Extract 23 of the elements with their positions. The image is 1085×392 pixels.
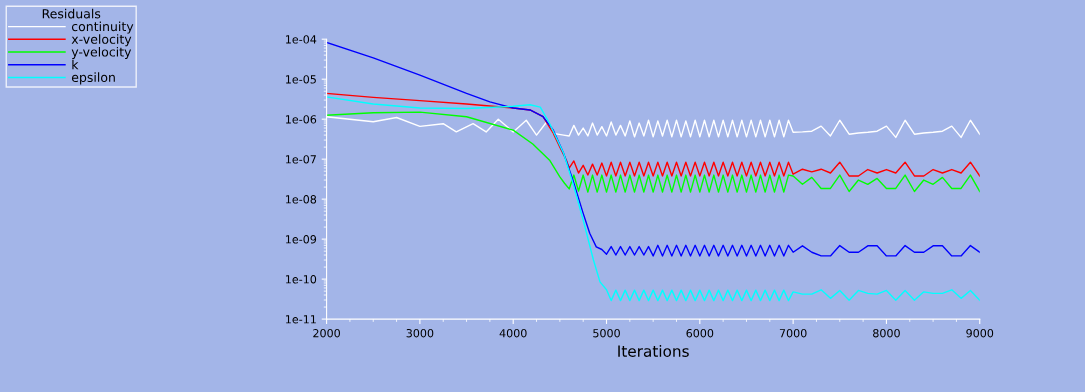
y-tick-label: 1e-10 (286, 275, 317, 284)
y-tick-label: 1e-09 (286, 235, 317, 244)
legend-title: Residuals (42, 8, 101, 19)
legend-label: y-velocity (71, 46, 132, 60)
legend-label: continuity (71, 21, 134, 34)
x-tick-label: 8000 (873, 329, 900, 338)
legend-label: epsilon (71, 72, 115, 85)
x-tick-label: 3000 (406, 329, 434, 338)
y-tick-label: 1e-08 (286, 195, 317, 204)
y-tick-label: 1e-04 (286, 35, 317, 44)
y-tick-label: 1e-06 (286, 115, 317, 124)
legend-label: k (72, 59, 79, 70)
x-tick-label: 4000 (499, 329, 527, 338)
y-tick-label: 1e-11 (286, 315, 316, 324)
x-tick-label: 7000 (779, 329, 807, 338)
x-tick-label: 5000 (593, 329, 620, 338)
legend-label: x-velocity (71, 34, 132, 47)
x-tick-label: 6000 (686, 329, 714, 338)
x-axis-title: Iterations (618, 345, 689, 357)
y-tick-label: 1e-05 (286, 75, 316, 84)
x-tick-label: 2000 (313, 329, 340, 338)
x-tick-label: 9000 (966, 329, 994, 338)
y-tick-label: 1e-07 (286, 155, 316, 164)
